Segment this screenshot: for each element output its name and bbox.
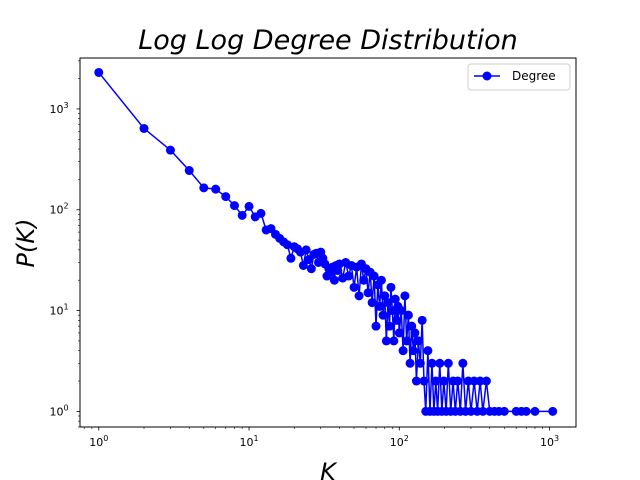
data-point xyxy=(389,336,399,346)
data-point xyxy=(369,271,379,281)
x-tick-label: 103 xyxy=(540,434,559,449)
data-point xyxy=(410,328,420,338)
data-point xyxy=(408,346,418,356)
data-point xyxy=(398,346,408,356)
plot-area xyxy=(94,67,558,416)
data-point xyxy=(443,358,453,368)
data-point xyxy=(453,376,463,386)
y-axis-label: P(K) xyxy=(12,219,40,268)
data-point xyxy=(221,192,231,202)
y-tick-label: 103 xyxy=(49,101,68,116)
data-point xyxy=(301,245,311,255)
x-tick-label: 100 xyxy=(89,434,108,449)
y-tick-label: 100 xyxy=(49,403,68,418)
data-point xyxy=(423,346,433,356)
chart-title: Log Log Degree Distribution xyxy=(138,25,518,56)
data-point xyxy=(405,358,415,368)
legend-marker xyxy=(482,71,492,81)
data-point xyxy=(466,406,476,416)
data-point xyxy=(306,264,316,274)
data-point xyxy=(282,240,292,250)
data-point xyxy=(298,260,308,270)
data-point xyxy=(237,210,247,220)
data-point xyxy=(344,271,354,281)
legend-box xyxy=(467,63,571,91)
x-tick-label: 101 xyxy=(239,434,258,449)
data-point xyxy=(329,275,339,285)
data-point xyxy=(380,291,390,301)
data-point xyxy=(439,376,449,386)
data-point xyxy=(376,275,386,285)
data-point xyxy=(431,376,441,386)
data-point xyxy=(521,406,531,416)
data-point xyxy=(286,253,296,263)
data-point xyxy=(390,294,400,304)
data-point xyxy=(381,336,391,346)
data-point xyxy=(419,376,429,386)
data-point xyxy=(548,406,558,416)
data-point xyxy=(413,336,423,346)
data-point xyxy=(199,183,209,193)
data-point xyxy=(256,208,266,218)
data-point xyxy=(478,406,488,416)
data-point xyxy=(407,321,417,331)
axes-frame xyxy=(79,57,577,428)
data-point xyxy=(354,291,364,301)
legend: Degree xyxy=(467,63,571,91)
data-point xyxy=(475,376,485,386)
data-point xyxy=(415,358,425,368)
x-tick-label: 102 xyxy=(390,434,409,449)
data-point xyxy=(386,282,396,292)
data-point xyxy=(359,275,369,285)
data-point xyxy=(244,201,254,211)
data-point xyxy=(394,328,404,338)
data-point xyxy=(396,306,406,316)
data-point xyxy=(363,288,373,298)
data-point xyxy=(403,310,413,320)
data-point xyxy=(417,315,427,325)
data-point xyxy=(229,201,239,211)
data-point xyxy=(371,321,381,331)
data-point xyxy=(211,184,221,194)
data-point xyxy=(139,123,149,133)
legend-label-degree: Degree xyxy=(512,69,556,83)
data-point xyxy=(499,406,509,416)
data-point xyxy=(530,406,540,416)
data-point xyxy=(94,67,104,77)
data-point xyxy=(481,376,491,386)
y-tick-label: 101 xyxy=(49,303,68,318)
data-point xyxy=(392,315,402,325)
data-point xyxy=(435,358,445,368)
data-point xyxy=(411,376,421,386)
data-point xyxy=(367,298,377,308)
data-point xyxy=(402,336,412,346)
data-point xyxy=(383,298,393,308)
data-point xyxy=(384,321,394,331)
data-point xyxy=(165,145,175,155)
data-point xyxy=(458,358,468,368)
data-point xyxy=(349,282,359,292)
y-tick-label: 102 xyxy=(49,202,68,217)
data-point xyxy=(184,166,194,176)
x-axis-label: K xyxy=(320,458,338,480)
data-point xyxy=(375,301,385,311)
data-point xyxy=(427,358,437,368)
data-point xyxy=(378,310,388,320)
data-point xyxy=(400,291,410,301)
